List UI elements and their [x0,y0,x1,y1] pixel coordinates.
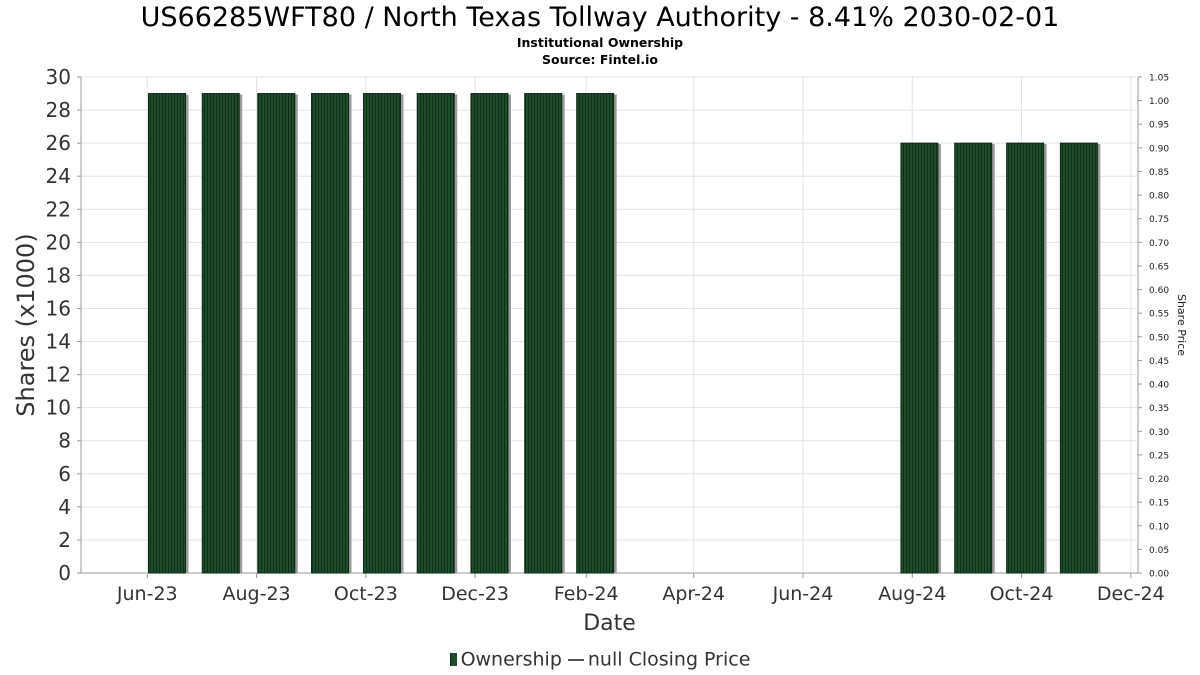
ownership-bar [470,93,509,574]
y-tick-label: 26 [46,131,71,155]
y2-tick-label: 0.90 [1149,144,1169,154]
ownership-bar [576,93,615,574]
y2-tick-label: 0.35 [1149,404,1169,414]
y2-tick-label: 0.10 [1149,522,1169,532]
x-tick-label: Dec-23 [441,583,509,605]
x-tick-label: Oct-24 [990,583,1054,605]
y2-tick-label: 0.30 [1149,428,1169,438]
x-tick-label: Feb-24 [554,583,619,605]
y-tick-label: 2 [58,528,71,552]
y-tick-label: 16 [46,296,71,320]
x-tick-label: Jun-24 [772,583,834,605]
y2-tick-label: 0.45 [1149,357,1169,367]
y-tick-label: 22 [46,197,71,221]
ownership-bar [147,93,186,574]
legend-ownership-swatch [449,653,457,666]
y2-tick-label: 0.50 [1149,333,1169,343]
x-tick-label: Aug-24 [878,583,946,605]
x-tick-label: Dec-24 [1097,583,1165,605]
ownership-bar [1059,142,1098,574]
ownership-bar [311,93,350,574]
y-tick-label: 28 [46,98,71,122]
y-tick-label: 30 [46,65,71,89]
legend: Ownership null Closing Price [0,648,1200,671]
ownership-bar [362,93,401,574]
y2-tick-label: 0.15 [1149,499,1169,509]
y2-tick-label: 1.05 [1149,74,1169,84]
y2-tick-label: 0.60 [1149,286,1169,296]
ownership-bar [524,93,563,574]
legend-price-line [567,658,584,661]
x-tick-label: Aug-23 [222,583,290,605]
y2-tick-label: 0.25 [1149,451,1169,461]
y-axis-title: Shares (x1000) [12,233,40,416]
ownership-bar [900,142,939,574]
y2-tick-label: 1.00 [1149,97,1169,107]
y2-tick-label: 0.95 [1149,121,1169,131]
x-tick-label: Jun-23 [116,583,178,605]
ownership-bar [954,142,993,574]
legend-ownership-label: Ownership [460,648,562,671]
x-tick-label: Oct-23 [334,583,398,605]
chart-source: Source: Fintel.io [542,52,658,67]
ownership-bar [257,93,296,574]
x-tick-label: Apr-24 [662,583,725,605]
y-tick-label: 20 [46,230,71,254]
chart-title: US66285WFT80 / North Texas Tollway Autho… [140,2,1060,33]
y-tick-label: 24 [46,164,71,188]
y-tick-label: 14 [46,330,71,354]
ownership-bar [416,93,455,574]
y2-tick-label: 0.65 [1149,262,1169,272]
y2-tick-label: 0.40 [1149,381,1169,391]
y-tick-label: 4 [58,495,71,519]
y2-axis-title: Share Price [1175,294,1188,356]
y2-tick-label: 0.80 [1149,192,1169,202]
y2-tick-label: 0.20 [1149,475,1169,485]
y2-tick-label: 0.00 [1149,570,1169,580]
y-tick-label: 0 [58,561,71,585]
y-tick-label: 18 [46,263,71,287]
y-tick-label: 10 [46,396,71,420]
y-tick-label: 8 [58,429,71,453]
y2-tick-label: 0.05 [1149,546,1169,556]
y2-tick-label: 0.75 [1149,215,1169,225]
y-tick-label: 12 [46,363,71,387]
x-axis-title: Date [583,611,636,636]
legend-price-label: null Closing Price [587,648,751,671]
y-tick-label: 6 [58,462,71,486]
ownership-bar [201,93,240,574]
chart-subtitle: Institutional Ownership [516,35,684,50]
y2-tick-label: 0.55 [1149,310,1169,320]
y2-tick-label: 0.85 [1149,168,1169,178]
y2-tick-label: 0.70 [1149,239,1169,249]
ownership-bar [1006,142,1045,574]
